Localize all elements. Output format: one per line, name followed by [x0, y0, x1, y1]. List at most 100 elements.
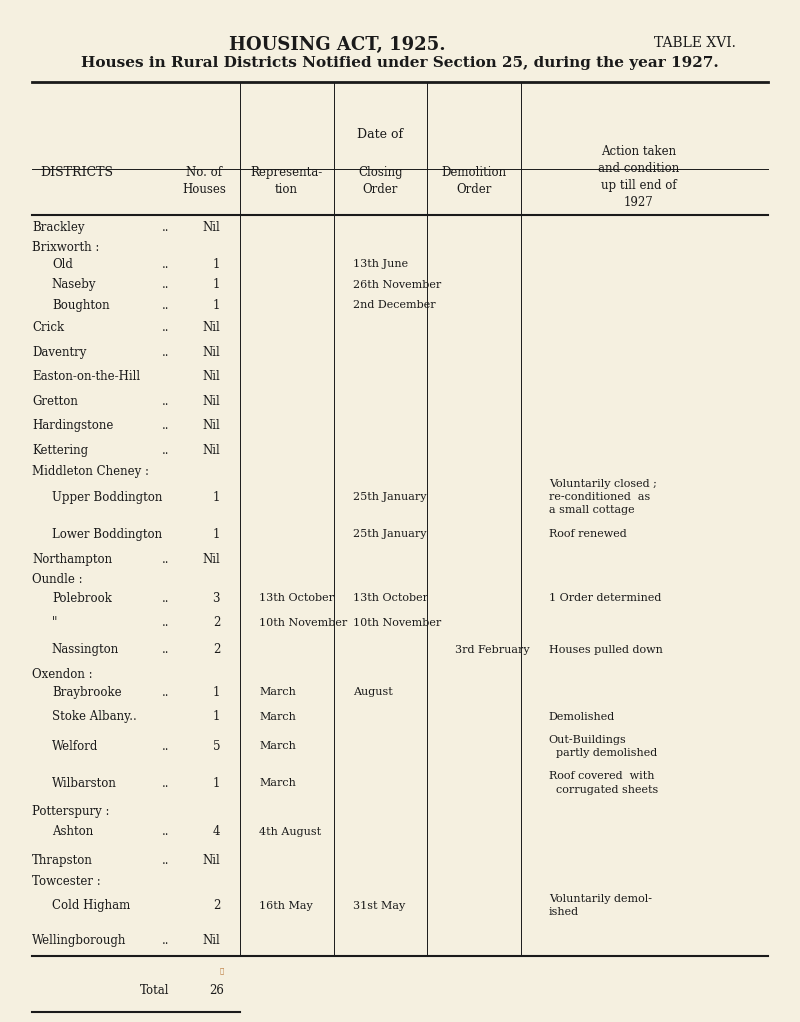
- Text: ..: ..: [162, 298, 170, 312]
- Text: ..: ..: [162, 854, 170, 867]
- Text: ..: ..: [162, 643, 170, 656]
- Text: ..: ..: [162, 553, 170, 565]
- Text: Nassington: Nassington: [52, 643, 119, 656]
- Text: ..: ..: [162, 321, 170, 334]
- Text: Daventry: Daventry: [32, 345, 86, 359]
- Text: 13th October: 13th October: [259, 593, 334, 603]
- Text: Stoke Albany..: Stoke Albany..: [52, 710, 137, 724]
- Text: 2: 2: [213, 616, 220, 630]
- Text: Middleton Cheney :: Middleton Cheney :: [32, 465, 150, 477]
- Text: 10th November: 10th November: [259, 617, 347, 628]
- Text: Nil: Nil: [202, 370, 220, 383]
- Text: 25th January: 25th January: [353, 529, 426, 540]
- Text: Action taken
and condition
up till end of
1927: Action taken and condition up till end o…: [598, 145, 679, 210]
- Text: Easton-on-the-Hill: Easton-on-the-Hill: [32, 370, 141, 383]
- Text: Cold Higham: Cold Higham: [52, 899, 130, 912]
- Text: Kettering: Kettering: [32, 444, 89, 457]
- Text: March: March: [259, 712, 296, 722]
- Text: Roof covered  with
  corrugated sheets: Roof covered with corrugated sheets: [549, 772, 658, 795]
- Text: ..: ..: [162, 686, 170, 699]
- Text: Lower Boddington: Lower Boddington: [52, 528, 162, 541]
- Text: Oundle :: Oundle :: [32, 573, 83, 587]
- Text: Representa-
tion: Representa- tion: [250, 166, 322, 195]
- Text: Naseby: Naseby: [52, 278, 96, 291]
- Text: Nil: Nil: [202, 221, 220, 234]
- Text: 16th May: 16th May: [259, 900, 313, 911]
- Text: 1: 1: [213, 278, 220, 291]
- Text: Nil: Nil: [202, 419, 220, 432]
- Text: ": ": [52, 616, 58, 630]
- Text: Wellingborough: Wellingborough: [32, 934, 126, 946]
- Text: ..: ..: [162, 777, 170, 790]
- Text: 3rd February: 3rd February: [454, 645, 530, 654]
- Text: 10th November: 10th November: [353, 617, 442, 628]
- Text: ..: ..: [162, 616, 170, 630]
- Text: 2: 2: [213, 643, 220, 656]
- Text: TABLE XVI.: TABLE XVI.: [654, 36, 736, 50]
- Text: Potterspury :: Potterspury :: [32, 805, 110, 818]
- Text: 1: 1: [213, 491, 220, 504]
- Text: 31st May: 31st May: [353, 900, 406, 911]
- Text: ..: ..: [162, 394, 170, 408]
- Text: March: March: [259, 741, 296, 751]
- Text: ..: ..: [162, 444, 170, 457]
- Text: Houses in Rural Districts Notified under Section 25, during the year 1927.: Houses in Rural Districts Notified under…: [81, 56, 719, 71]
- Text: Ashton: Ashton: [52, 826, 93, 838]
- Text: Demolition
Order: Demolition Order: [442, 166, 507, 195]
- Text: Boughton: Boughton: [52, 298, 110, 312]
- Text: DISTRICTS: DISTRICTS: [40, 166, 113, 179]
- Text: March: March: [259, 778, 296, 788]
- Text: Polebrook: Polebrook: [52, 592, 112, 605]
- Text: Demolished: Demolished: [549, 712, 615, 722]
- Text: 2nd December: 2nd December: [353, 300, 436, 311]
- Text: Oxendon :: Oxendon :: [32, 667, 93, 681]
- Text: Brixworth :: Brixworth :: [32, 241, 100, 254]
- Text: Nil: Nil: [202, 394, 220, 408]
- Text: ..: ..: [162, 258, 170, 271]
- Text: Northampton: Northampton: [32, 553, 113, 565]
- Text: Closing
Order: Closing Order: [358, 166, 402, 195]
- Text: 26th November: 26th November: [353, 280, 442, 290]
- Text: Voluntarily demol-
ished: Voluntarily demol- ished: [549, 894, 652, 917]
- Text: Houses pulled down: Houses pulled down: [549, 645, 662, 654]
- Text: ..: ..: [162, 221, 170, 234]
- Text: 1: 1: [213, 710, 220, 724]
- Text: Date of: Date of: [358, 128, 403, 141]
- Text: Welford: Welford: [52, 740, 98, 752]
- Text: Thrapston: Thrapston: [32, 854, 94, 867]
- Text: 1: 1: [213, 528, 220, 541]
- Text: Nil: Nil: [202, 321, 220, 334]
- Text: Out-Buildings
  partly demolished: Out-Buildings partly demolished: [549, 735, 657, 757]
- Text: ..: ..: [162, 934, 170, 946]
- Text: Towcester :: Towcester :: [32, 875, 101, 887]
- Text: Crick: Crick: [32, 321, 65, 334]
- Text: 4th August: 4th August: [259, 827, 322, 837]
- Text: Nil: Nil: [202, 345, 220, 359]
- Text: ..: ..: [162, 345, 170, 359]
- Text: Nil: Nil: [202, 444, 220, 457]
- Text: 2: 2: [213, 899, 220, 912]
- Text: 1: 1: [213, 686, 220, 699]
- Text: 5: 5: [213, 740, 220, 752]
- Text: Brackley: Brackley: [32, 221, 85, 234]
- Text: No. of
Houses: No. of Houses: [182, 166, 226, 195]
- Text: Nil: Nil: [202, 854, 220, 867]
- Text: ..: ..: [162, 278, 170, 291]
- Text: ..: ..: [162, 592, 170, 605]
- Text: Hardingstone: Hardingstone: [32, 419, 114, 432]
- Text: Braybrooke: Braybrooke: [52, 686, 122, 699]
- Text: Upper Boddington: Upper Boddington: [52, 491, 162, 504]
- Text: 26: 26: [209, 984, 224, 997]
- Text: 1: 1: [213, 777, 220, 790]
- Text: ..: ..: [162, 419, 170, 432]
- Text: 3: 3: [213, 592, 220, 605]
- Text: Nil: Nil: [202, 934, 220, 946]
- Text: August: August: [353, 688, 393, 697]
- Text: Total: Total: [140, 984, 170, 997]
- Text: ..: ..: [162, 826, 170, 838]
- Text: ★: ★: [220, 966, 224, 974]
- Text: HOUSING ACT, 1925.: HOUSING ACT, 1925.: [229, 36, 446, 54]
- Text: 1 Order determined: 1 Order determined: [549, 593, 661, 603]
- Text: Old: Old: [52, 258, 73, 271]
- Text: 13th October: 13th October: [353, 593, 428, 603]
